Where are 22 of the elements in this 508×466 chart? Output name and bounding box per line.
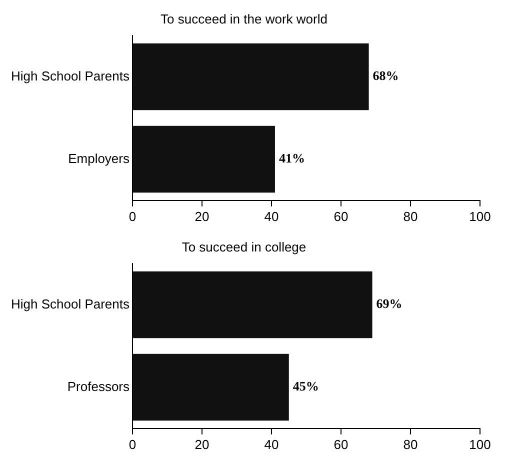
x-tick-label: 80 bbox=[403, 436, 418, 452]
x-tick-label: 20 bbox=[194, 208, 210, 224]
x-tick-label: 40 bbox=[264, 436, 279, 452]
chart-title: To succeed in college bbox=[182, 239, 306, 254]
x-tick-label: 20 bbox=[194, 436, 210, 452]
y-tick-label: High School Parents bbox=[10, 68, 130, 84]
data-label: 41% bbox=[278, 150, 305, 166]
data-label: 69% bbox=[376, 296, 402, 312]
x-tick-label: 40 bbox=[264, 208, 279, 224]
x-tick-label: 0 bbox=[128, 208, 136, 224]
y-tick-label: Professors bbox=[67, 378, 130, 394]
x-tick-label: 60 bbox=[334, 436, 348, 452]
y-tick-label: Employers bbox=[68, 150, 130, 166]
x-tick-label: 100 bbox=[469, 208, 491, 224]
data-label: 68% bbox=[372, 68, 399, 84]
x-tick-label: 60 bbox=[334, 208, 348, 224]
y-tick-label: High School Parents bbox=[10, 296, 130, 312]
x-tick-label: 80 bbox=[403, 208, 418, 224]
x-tick-label: 0 bbox=[128, 436, 136, 452]
x-tick-label: 100 bbox=[469, 436, 491, 452]
chart-title: To succeed in the work world bbox=[160, 11, 328, 26]
data-label: 45% bbox=[292, 378, 319, 394]
